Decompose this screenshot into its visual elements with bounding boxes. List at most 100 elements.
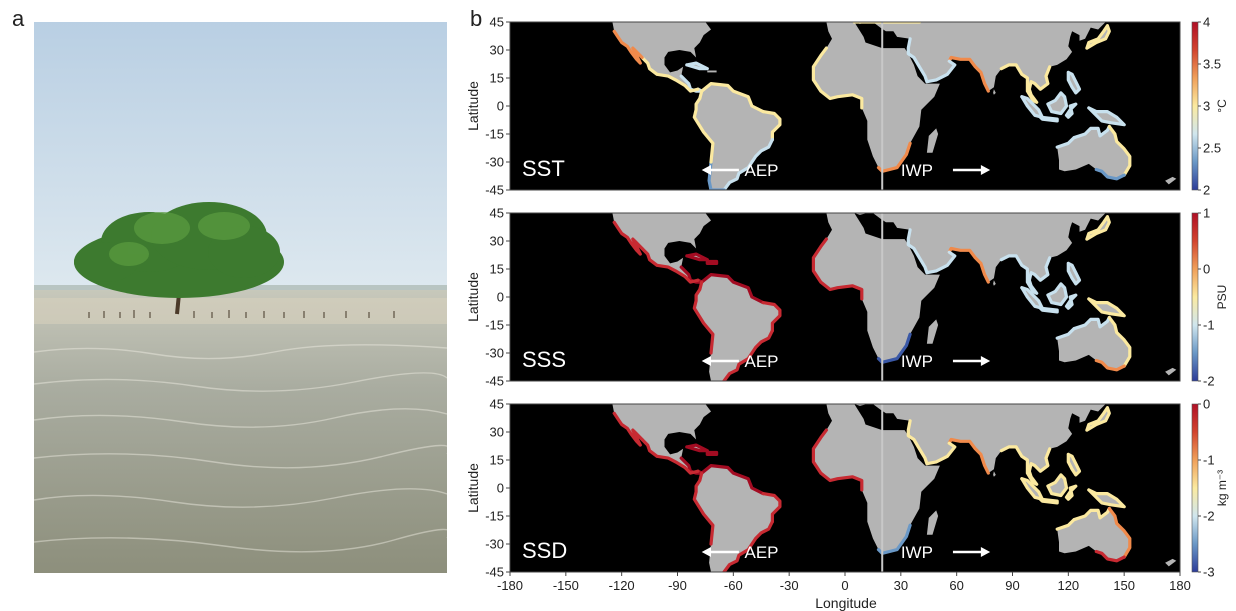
colorbar-unit-label: PSU	[1215, 285, 1229, 310]
aep-arrow-head	[701, 165, 711, 175]
land-sri-lanka	[993, 280, 996, 286]
colorbar-sst	[1191, 21, 1199, 191]
aep-arrow-head	[701, 547, 711, 557]
colorbar-tick-label: 0	[1203, 262, 1210, 277]
coastal-anomaly-10	[876, 141, 912, 173]
coastal-anomaly-5	[700, 273, 765, 305]
panel-label-sss: SSS	[522, 347, 566, 372]
coastal-anomaly-4	[700, 81, 765, 114]
coastal-anomaly-10	[876, 332, 912, 364]
x-axis-title: Longitude	[815, 595, 877, 611]
coastal-anomaly-16	[1094, 549, 1126, 563]
coastal-anomaly-12	[906, 37, 957, 84]
coastal-anomaly-15	[1107, 315, 1132, 368]
colorbar-tick-label: 2	[1203, 183, 1210, 198]
y-tick-label: 0	[497, 290, 504, 305]
coastal-anomaly-1	[640, 246, 700, 284]
coastal-anomaly-21	[1066, 452, 1082, 477]
y-tick-label: 30	[490, 234, 504, 249]
map-panel-sst: SST AEP IWP 45 30 15 0 -15 -30 -45 Latitude 4 3.5 3 2.…	[465, 15, 1229, 198]
iwp-label: IWP	[901, 352, 933, 371]
colorbar-tick-label: 1	[1203, 206, 1210, 221]
y-tick-label: 45	[490, 206, 504, 221]
panel-label-sst: SST	[522, 156, 565, 181]
coastal-anomaly-6	[722, 138, 775, 190]
land-eurasia	[854, 404, 1106, 485]
aep-label: AEP	[745, 543, 779, 562]
y-tick-label: -45	[485, 183, 504, 198]
coastal-anomaly-3	[685, 443, 709, 453]
coastal-anomaly-9	[811, 237, 864, 301]
land-australia	[1057, 126, 1130, 179]
mangrove-photo	[34, 22, 447, 573]
colorbar-tick-label: -1	[1203, 453, 1215, 468]
coastal-anomaly-12	[906, 228, 957, 275]
land-philippines	[1068, 72, 1080, 93]
coastal-anomaly-8	[692, 280, 715, 355]
y-tick-label: 0	[497, 99, 504, 114]
land-nz	[1165, 558, 1177, 567]
coastal-anomaly-11	[947, 246, 990, 284]
coastal-anomaly-4	[705, 259, 719, 265]
coastal-anomaly-20	[1038, 306, 1059, 314]
land-africa	[813, 404, 940, 554]
iwp-arrow-head	[980, 547, 991, 557]
coastal-anomaly-19	[1087, 297, 1126, 318]
coastal-anomaly-22	[1066, 70, 1082, 95]
y-axis-title: Latitude	[465, 81, 481, 131]
y-tick-label: -45	[485, 565, 504, 580]
coastal-anomaly-16	[1107, 124, 1132, 177]
coastal-anomaly-18	[1046, 91, 1069, 116]
land-nz	[1165, 176, 1177, 185]
y-tick-label: -30	[485, 346, 504, 361]
coastal-anomaly-9	[811, 46, 864, 110]
coastal-anomaly-5	[761, 109, 782, 142]
land-australia	[1057, 508, 1130, 561]
land-sumatra	[1021, 96, 1043, 118]
coastal-anomaly-17	[1094, 167, 1126, 181]
panel-b-letter: b	[470, 6, 483, 31]
coastal-anomaly-2	[612, 411, 644, 447]
coastal-anomaly-15	[1107, 506, 1132, 559]
coastal-anomaly-13	[999, 254, 1052, 295]
y-tick-label: 30	[490, 43, 504, 58]
colorbar-tick-label: 0	[1203, 397, 1210, 412]
colorbar-tick-label: 3	[1203, 99, 1210, 114]
coastal-anomaly-14	[1055, 506, 1111, 531]
coastal-anomaly-24	[1085, 24, 1111, 50]
coastal-anomaly-7	[722, 329, 775, 381]
x-tick-label: -150	[553, 578, 579, 593]
panel-a-letter: a	[12, 6, 25, 31]
coastal-anomaly-2	[612, 220, 644, 256]
coastal-anomaly-10	[876, 523, 912, 555]
colorbar-sss	[1191, 212, 1199, 382]
land-philippines	[1068, 263, 1080, 284]
coastal-anomaly-13	[999, 63, 1052, 104]
land-borneo	[1047, 92, 1067, 114]
y-tick-label: -30	[485, 155, 504, 170]
colorbar-tick-label: -3	[1203, 565, 1215, 580]
coastal-anomaly-13	[999, 445, 1052, 486]
x-tick-label: 120	[1057, 578, 1079, 593]
iwp-arrow-head	[980, 356, 991, 366]
land-borneo	[1047, 283, 1067, 305]
aep-label: AEP	[745, 161, 779, 180]
y-tick-label: -30	[485, 537, 504, 552]
land-africa	[813, 22, 940, 172]
aep-arrow-head	[701, 356, 711, 366]
coastal-anomaly-3	[685, 61, 709, 71]
land-layer	[612, 404, 1177, 572]
coastal-anomaly-8	[692, 89, 715, 164]
coastal-anomaly-23	[1085, 406, 1111, 432]
y-tick-label: 15	[490, 71, 504, 86]
land-philippines	[1068, 454, 1080, 475]
land-australia	[1057, 317, 1130, 370]
coastal-anomaly-2	[612, 29, 644, 65]
x-tick-label: -180	[497, 578, 523, 593]
x-tick-label: -120	[609, 578, 635, 593]
y-tick-label: -15	[485, 127, 504, 142]
land-sumatra	[1021, 478, 1043, 500]
land-madagascar	[926, 510, 939, 535]
coastal-anomaly-8	[692, 471, 715, 546]
